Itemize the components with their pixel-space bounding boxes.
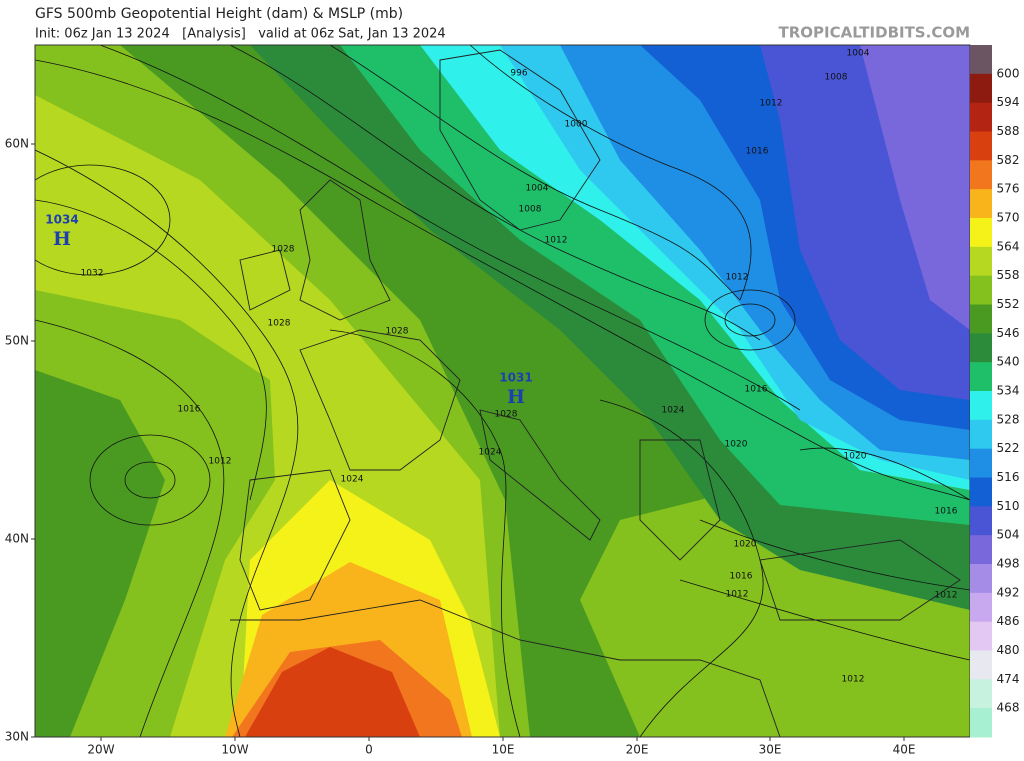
colorbar-label: 510 [997,499,1020,513]
colorbar-swatch [970,621,992,651]
isobar-label: 1004 [526,184,549,194]
isobar-label: 1016 [730,572,753,582]
colorbar-top [970,45,992,74]
colorbar-label: 582 [997,153,1020,167]
isobar-label: 1024 [479,448,502,458]
lat-label: 50N [5,334,29,348]
lat-label: 60N [5,137,29,151]
isobar-label: 1012 [935,591,958,601]
isobar-label: 1028 [386,327,409,337]
isobar-label: 1004 [847,49,870,59]
isobar-label: 996 [510,69,527,79]
lat-label: 40N [5,532,29,546]
pressure-center-label: H [53,228,71,250]
isobar-label: 1008 [519,205,542,215]
isobar-label: 1028 [268,319,291,329]
colorbar-swatch [970,131,992,161]
lat-label: 30N [5,730,29,744]
pressure-center-label: H [507,386,525,408]
colorbar-swatch [970,102,992,132]
colorbar-label: 486 [997,614,1020,628]
colorbar-label: 540 [997,355,1020,369]
colorbar-swatch [970,592,992,623]
isobar-label: 1016 [178,405,201,415]
isobar-label: 1020 [844,452,867,462]
colorbar-label: 516 [997,470,1020,484]
colorbar-label: 552 [997,297,1020,311]
brand: TROPICALTIDBITS.COM [779,24,971,42]
colorbar-label: 522 [997,441,1020,455]
colorbar-swatch [970,275,992,305]
colorbar-swatch [970,419,992,450]
lon-label: 20E [626,743,649,757]
title: GFS 500mb Geopotential Height (dam) & MS… [35,6,403,22]
isobar-label: 1024 [662,406,685,416]
isobar-label: 1020 [734,540,757,550]
isobar-label: 1012 [760,99,783,109]
colorbar-label: 600 [997,66,1020,80]
colorbar-label: 546 [997,326,1020,340]
isobar-label: 1012 [545,236,568,246]
colorbar-label: 576 [997,182,1020,196]
isobar-label: 1016 [745,385,768,395]
colorbar-label: 588 [997,124,1020,138]
pressure-center-value: 1034 [45,213,78,227]
colorbar-swatch [970,679,992,709]
lon-label: 20W [87,743,114,757]
lon-label: 10W [221,743,248,757]
isobar-label: 1028 [495,410,518,420]
colorbar-swatch [970,391,992,421]
colorbar-swatch [970,333,992,363]
colorbar-swatch [970,708,992,738]
isobar-label: 1016 [746,147,769,157]
colorbar-swatch [970,506,992,536]
colorbar-swatch [970,477,992,507]
colorbar-swatch [970,189,992,219]
colorbar-swatch [970,535,992,565]
lon-label: 0 [365,743,373,757]
colorbar-swatch [970,160,992,190]
isobar-label: 1028 [272,245,295,255]
colorbar-label: 468 [997,701,1020,715]
lon-label: 40E [893,743,916,757]
isobar-label: 1012 [842,675,865,685]
lon-label: 30E [759,743,782,757]
isobar-label: 1012 [726,273,749,283]
isobar-label: 1020 [725,440,748,450]
subtitle: Init: 06z Jan 13 2024 [Analysis] valid a… [35,27,446,42]
colorbar-label: 498 [997,557,1020,571]
colorbar-swatch [970,650,992,680]
lon-label: 10E [492,743,515,757]
colorbar-swatch [970,448,992,478]
colorbar-label: 504 [997,528,1020,542]
colorbar-label: 594 [997,95,1020,109]
pressure-center-value: 1031 [499,371,532,385]
isobar-label: 1024 [341,475,364,485]
isobar-label: 1032 [81,269,104,279]
colorbar-swatch [970,73,992,104]
colorbar-swatch [970,246,992,277]
colorbar-swatch [970,362,992,392]
colorbar-label: 570 [997,211,1020,225]
colorbar-swatch [970,218,992,248]
isobar-label: 1016 [935,507,958,517]
colorbar-label: 480 [997,643,1020,657]
colorbar-label: 534 [997,384,1020,398]
isobar-label: 1000 [565,120,588,130]
colorbar-label: 564 [997,239,1020,253]
isobar-label: 1008 [825,73,848,83]
colorbar-label: 558 [997,268,1020,282]
colorbar-label: 528 [997,412,1020,426]
colorbar-label: 492 [997,585,1020,599]
colorbar-swatch [970,304,992,334]
isobar-label: 1012 [209,457,232,467]
colorbar-swatch [970,564,992,594]
map [35,45,970,737]
colorbar-label: 474 [997,672,1020,686]
isobar-label: 1012 [726,590,749,600]
